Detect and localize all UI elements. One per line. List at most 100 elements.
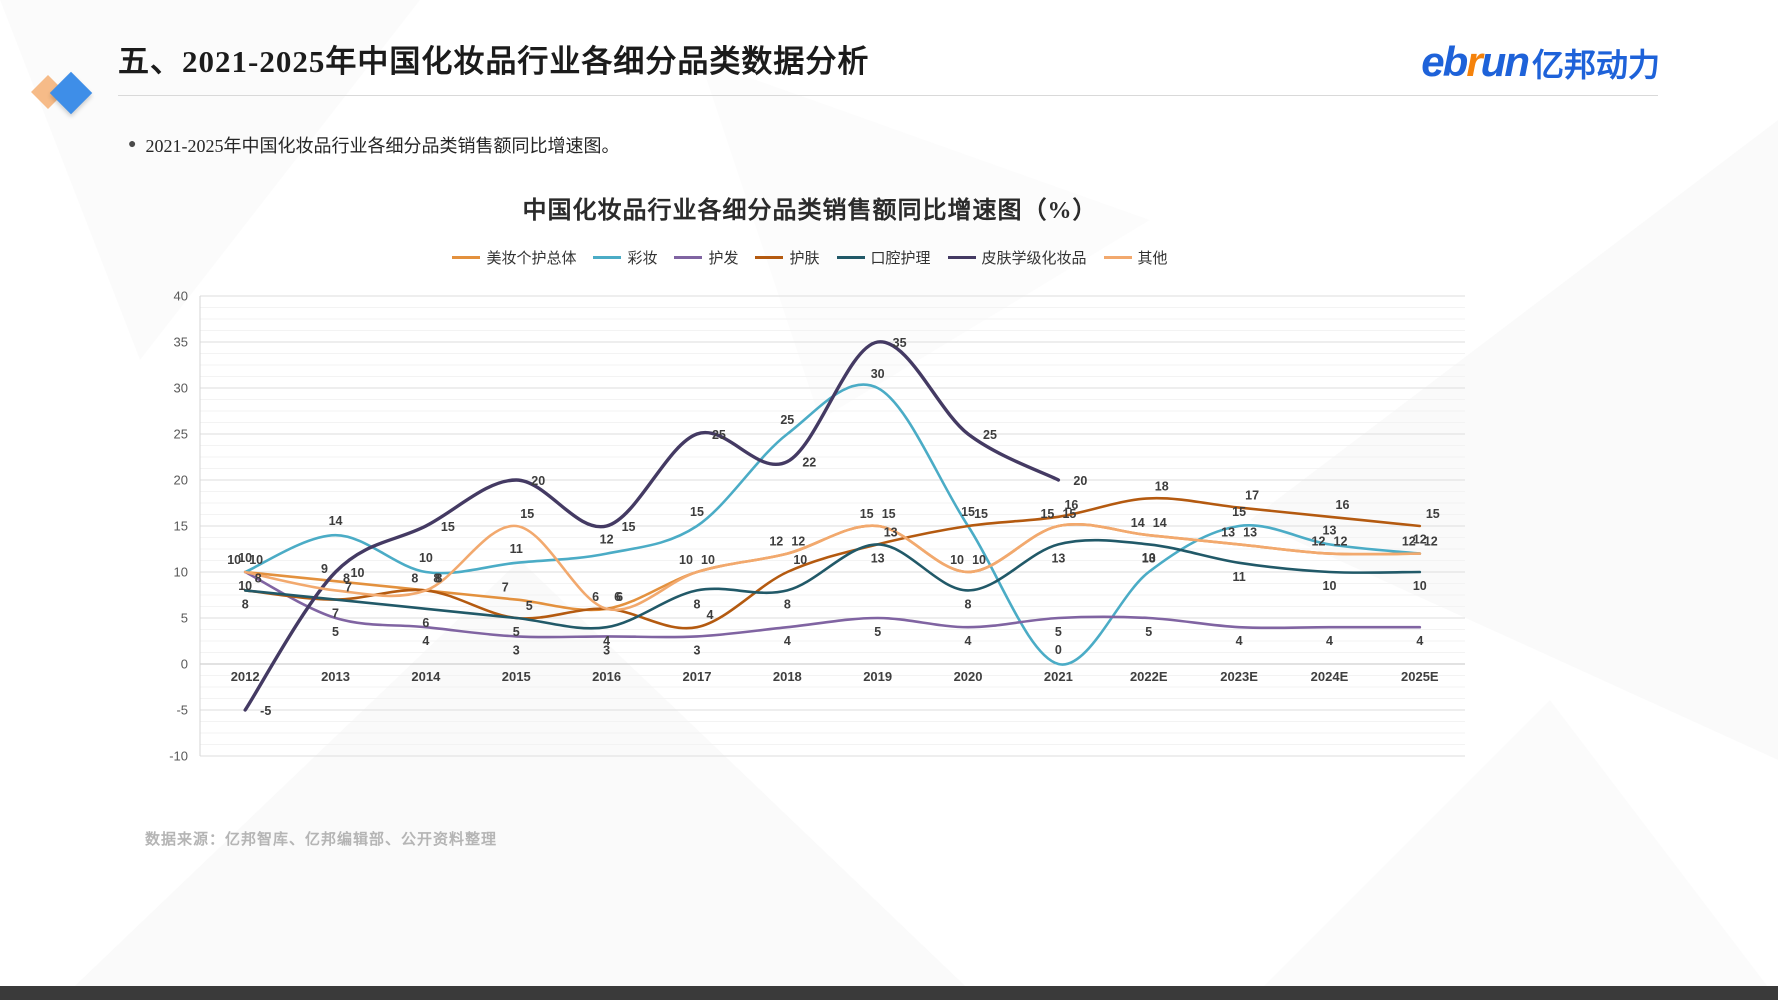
data-label-护肤: 17	[1245, 489, 1259, 503]
data-label-口腔护理: 4	[603, 634, 610, 648]
x-tick-label: 2016	[592, 669, 621, 684]
data-label-口腔护理: 5	[513, 625, 520, 639]
data-label-美妆个护总体: 13	[1221, 525, 1235, 539]
data-label-口腔护理: 8	[693, 597, 700, 611]
data-label-护发: 3	[603, 643, 610, 657]
data-label-口腔护理: 10	[1323, 579, 1337, 593]
y-tick-label: 30	[174, 381, 188, 396]
data-label-美妆个护总体: 15	[860, 507, 874, 521]
legend-item-护发: 护发	[674, 247, 738, 268]
legend-swatch	[947, 256, 976, 259]
data-label-护发: 4	[784, 634, 791, 648]
data-label-彩妆: 14	[329, 514, 343, 528]
data-label-护发: 4	[1416, 634, 1423, 648]
data-label-口腔护理: 13	[1051, 551, 1065, 565]
data-label-美妆个护总体: 10	[950, 553, 964, 567]
legend-label: 护发	[708, 251, 739, 267]
data-label-美妆个护总体: 14	[1131, 516, 1145, 530]
data-label-口腔护理: 13	[871, 551, 885, 565]
data-label-护发: 5	[1145, 625, 1152, 639]
y-tick-label: -10	[169, 749, 188, 764]
data-label-口腔护理: 13	[1142, 551, 1156, 565]
legend-label: 护肤	[789, 251, 820, 267]
legend-swatch	[1103, 256, 1132, 259]
data-label-口腔护理: 8	[784, 597, 791, 611]
x-tick-label: 2018	[773, 669, 802, 684]
data-label-口腔护理: 11	[1232, 570, 1245, 584]
data-label-彩妆: 15	[961, 505, 975, 519]
data-label-美妆个护总体: 12	[769, 535, 783, 549]
legend-item-口腔护理: 口腔护理	[836, 247, 931, 268]
data-label-护发: 5	[332, 625, 339, 639]
y-tick-label: 35	[174, 335, 188, 350]
data-label-口腔护理: 8	[965, 597, 972, 611]
data-label-彩妆: 10	[419, 551, 433, 565]
legend-item-其他: 其他	[1103, 247, 1168, 268]
data-label-其他: 8	[433, 571, 440, 585]
data-label-护发: 3	[693, 643, 700, 657]
data-label-其他: 8	[343, 571, 350, 585]
data-label-美妆个护总体: 12	[1312, 535, 1326, 549]
data-label-皮肤学级化妆品: 20	[531, 474, 545, 488]
data-label-口腔护理: 6	[422, 616, 429, 630]
series-line-彩妆	[243, 383, 1422, 666]
legend-swatch	[836, 256, 865, 259]
x-tick-label: 2022E	[1130, 669, 1168, 684]
x-tick-label: 2024E	[1311, 669, 1349, 684]
legend-label: 彩妆	[627, 251, 658, 267]
chart-title: 中国化妆品行业各细分品类销售额同比增速图（%）	[522, 198, 1098, 224]
legend-label: 其他	[1137, 251, 1168, 267]
data-label-皮肤学级化妆品: 35	[893, 336, 907, 350]
data-label-护肤: 4	[706, 608, 713, 622]
series-line-其他	[243, 523, 1422, 612]
data-label-美妆个护总体: 9	[321, 562, 328, 576]
data-label-皮肤学级化妆品: 15	[441, 520, 455, 534]
y-tick-label: 40	[174, 289, 188, 304]
data-label-美妆个护总体: 15	[1040, 507, 1054, 521]
logo-text-cn: 亿邦动力	[1531, 47, 1660, 83]
data-label-护发: 5	[874, 625, 881, 639]
bullet-text: 2021-2025年中国化妆品行业各细分品类销售额同比增速图。	[145, 136, 620, 156]
data-label-其他: 15	[1062, 507, 1076, 521]
data-label-护发: 4	[965, 634, 972, 648]
data-label-其他: 15	[882, 507, 896, 521]
data-label-口腔护理: 7	[332, 607, 339, 621]
data-label-护肤: 15	[1426, 507, 1440, 521]
data-label-其他: 10	[249, 553, 263, 567]
x-tick-label: 2015	[502, 669, 531, 684]
data-label-口腔护理: 10	[1413, 579, 1427, 593]
data-label-护肤: 13	[884, 525, 898, 539]
y-tick-label: 15	[174, 519, 188, 534]
page-title: 五、2021-2025年中国化妆品行业各细分品类数据分析	[118, 44, 870, 79]
data-label-护肤: 8	[435, 571, 442, 585]
y-tick-label: 20	[174, 473, 188, 488]
x-tick-label: 2023E	[1220, 669, 1258, 684]
logo-text-eb: eb	[1421, 38, 1468, 85]
data-label-护发: 3	[513, 643, 520, 657]
legend-label: 口腔护理	[870, 251, 931, 267]
data-label-其他: 14	[1153, 516, 1167, 530]
chart-legend: 美妆个护总体 彩妆 护发 护肤 口腔护理 皮肤学级化妆品 其他	[140, 247, 1480, 268]
data-label-护肤: 15	[974, 507, 988, 521]
data-label-美妆个护总体: 10	[679, 553, 693, 567]
data-label-其他: 15	[520, 507, 534, 521]
data-label-护肤: 10	[793, 553, 807, 567]
x-tick-label: 2025E	[1401, 669, 1439, 684]
x-tick-label: 2021	[1044, 669, 1073, 684]
data-label-彩妆: 13	[1323, 523, 1337, 537]
y-tick-label: 10	[174, 565, 188, 580]
x-tick-label: 2017	[683, 669, 712, 684]
x-tick-label: 2014	[411, 669, 441, 684]
legend-label: 皮肤学级化妆品	[981, 251, 1087, 267]
data-label-美妆个护总体: 7	[502, 581, 509, 595]
x-tick-label: 2019	[863, 669, 892, 684]
x-tick-label: 2013	[321, 669, 350, 684]
data-label-彩妆: 11	[510, 542, 523, 556]
data-label-护发: 10	[238, 579, 252, 593]
data-label-护肤: 8	[255, 571, 262, 585]
legend-swatch	[593, 256, 622, 259]
data-label-皮肤学级化妆品: 15	[622, 520, 636, 534]
legend-item-护肤: 护肤	[755, 247, 820, 268]
bullet-dot-icon: ●	[128, 137, 137, 152]
